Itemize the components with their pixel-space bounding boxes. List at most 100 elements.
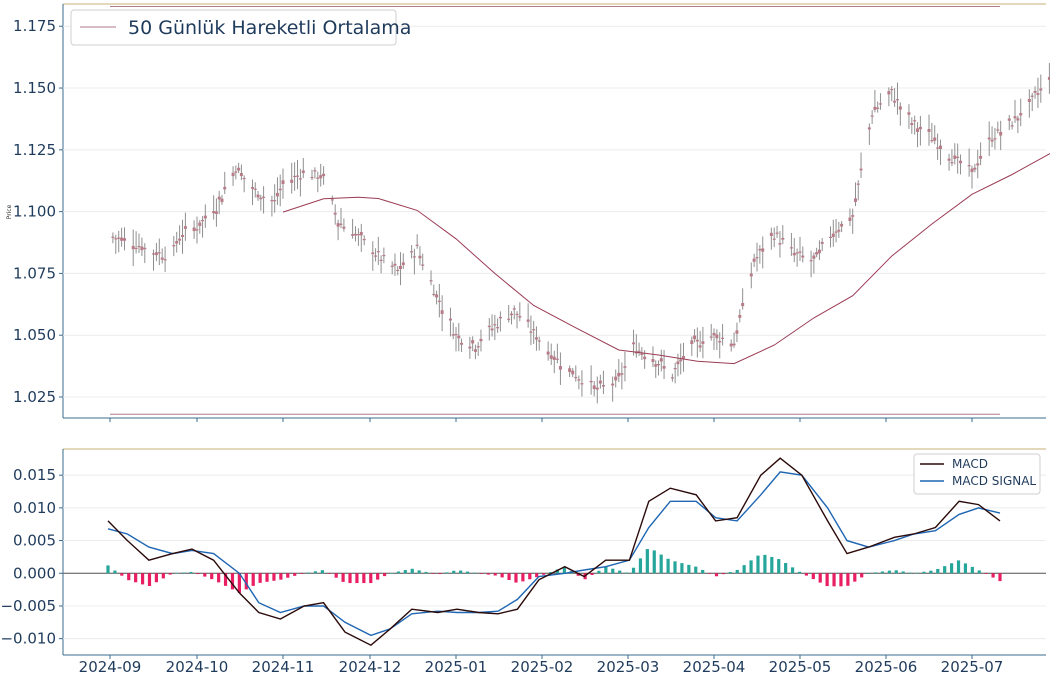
candle-body [296, 175, 299, 177]
candle-body [333, 212, 337, 215]
macd-histogram-bar [625, 572, 629, 574]
macd-histogram-bar [894, 570, 898, 574]
candle-body [987, 137, 991, 140]
macd-histogram-bar [272, 573, 276, 581]
candle-body [143, 247, 147, 250]
macd-histogram-bar [949, 563, 954, 574]
macd-histogram-bar [645, 549, 649, 574]
macd-histogram-bar [230, 573, 235, 590]
macd-histogram-bar [659, 554, 663, 574]
candle-body [298, 178, 302, 180]
candle-body [580, 383, 584, 385]
macd-legend: MACD MACD SIGNAL [913, 453, 1041, 495]
macd-histogram-bar [279, 573, 283, 580]
candle-body [432, 293, 436, 296]
candle-body [1036, 93, 1040, 95]
candle-body [217, 196, 221, 200]
macd-histogram-bar [528, 573, 532, 580]
candle-body [907, 112, 911, 115]
candle-body [154, 252, 158, 256]
macd-x-tick-label: 2025-02 [511, 658, 574, 676]
candle-body [273, 200, 277, 202]
candle-body [749, 273, 753, 277]
candle-body [976, 163, 980, 166]
macd-legend-label-macd: MACD [952, 457, 988, 471]
candle-body [558, 366, 562, 370]
candle-body [979, 155, 983, 159]
candle-body [640, 353, 644, 356]
candle-body [270, 200, 274, 202]
macd-histogram-bar [846, 573, 850, 586]
candle-body [479, 338, 483, 342]
candle-body [670, 377, 674, 379]
price-panel: 1.025 1.050 1.075 1.100 1.125 1.150 1.175 Pric… [6, 3, 1050, 422]
candle-body [256, 194, 260, 198]
candle-body [659, 358, 663, 362]
price-x-tick-marks [109, 418, 973, 422]
macd-histogram-bar [210, 573, 214, 580]
candle-body [471, 340, 475, 344]
macd-histogram-bar [182, 572, 186, 574]
macd-histogram-bar [300, 573, 304, 574]
macd-histogram-bar [369, 573, 373, 584]
macd-x-tick-label: 2024-12 [339, 658, 402, 676]
macd-histogram-bar [500, 573, 504, 578]
candle-body [239, 172, 243, 177]
candle-body [234, 171, 238, 173]
candle-body [815, 252, 819, 255]
candle-body [351, 234, 355, 236]
candle-body [275, 192, 279, 197]
macd-histogram-bar [943, 566, 947, 574]
macd-histogram-bar [507, 573, 511, 580]
macd-x-tick-label: 2024-09 [79, 658, 142, 676]
price-y-ticks: 1.025 1.050 1.075 1.100 1.125 1.150 1.175 [13, 17, 63, 406]
macd-y-ticks: −0.010 −0.005 0.000 0.005 0.010 0.015 [0, 466, 63, 648]
candle-body [212, 211, 216, 214]
price-y-tick-label: 1.075 [13, 264, 56, 282]
candle-body [721, 337, 725, 339]
macd-histogram-bar [459, 570, 463, 574]
macd-histogram-bar [832, 573, 836, 587]
candle-body [157, 252, 161, 254]
price-legend: 50 Günlük Hareketli Ortalama [70, 9, 411, 46]
candle-body [410, 251, 414, 253]
candle-body [938, 145, 942, 150]
macd-histogram-bar [770, 556, 774, 574]
macd-histogram-bar [749, 560, 753, 574]
candle-body [310, 176, 314, 179]
candle-body [362, 238, 366, 241]
candle-body [399, 265, 403, 269]
macd-histogram-bar [410, 568, 414, 574]
candle-body [735, 330, 739, 334]
candle-body [507, 318, 511, 320]
macd-histogram-bar [237, 573, 241, 593]
macd-histogram-bar [493, 573, 497, 576]
candle-body [758, 248, 762, 251]
price-legend-label: 50 Günlük Hareketli Ortalama [128, 17, 411, 39]
candle-body [123, 238, 126, 241]
candle-body [657, 364, 661, 366]
macd-histogram-bar [777, 559, 781, 574]
candle-body [999, 131, 1003, 136]
macd-histogram-bar [521, 573, 525, 582]
macd-histogram-bar [244, 573, 248, 590]
macd-histogram-bar [956, 560, 961, 574]
candle-body [201, 219, 205, 222]
candle-body [476, 346, 480, 348]
candle-body [195, 229, 199, 231]
macd-histogram-bar [113, 570, 117, 574]
macd-histogram-bar [763, 554, 767, 574]
candle-body [549, 355, 553, 359]
candle-body [693, 335, 697, 340]
price-y-tick-label: 1.175 [13, 17, 56, 35]
candle-body [798, 251, 802, 253]
candle-body [769, 232, 773, 236]
candle-body [330, 199, 334, 201]
macd-panel: −0.010 −0.005 0.000 0.005 0.010 0.015 2024-09… [0, 448, 1046, 676]
price-legend-box [70, 9, 397, 46]
candle-body [738, 314, 742, 318]
candle-body [555, 358, 559, 360]
macd-histogram-bar [970, 566, 974, 574]
candle-body [718, 341, 722, 343]
